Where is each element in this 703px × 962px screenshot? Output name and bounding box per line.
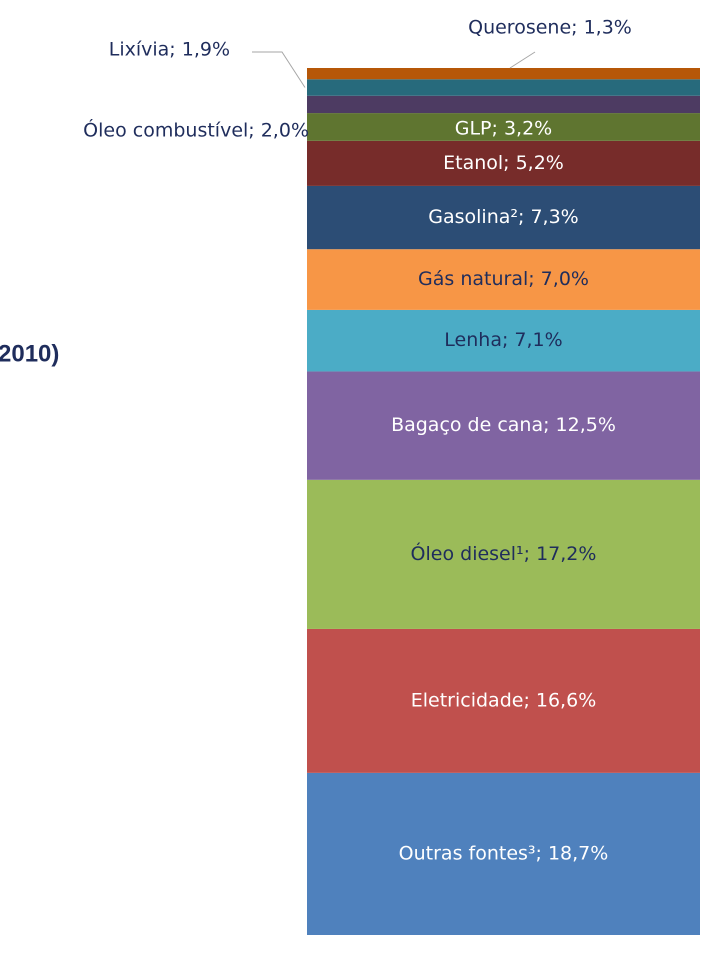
data-label: Outras fontes³; 18,7% — [399, 842, 609, 864]
data-label: Óleo diesel¹; 17,2% — [411, 541, 597, 565]
data-label: Querosene; 1,3% — [468, 17, 632, 39]
bar-segment — [307, 479, 700, 629]
bar-segment — [307, 113, 700, 141]
bar-segment — [307, 772, 700, 935]
bar-segment — [307, 249, 700, 310]
data-label: Etanol; 5,2% — [443, 152, 564, 174]
bar-segment — [307, 309, 700, 372]
leader-line — [509, 51, 536, 69]
data-label: Gás natural; 7,0% — [418, 268, 589, 290]
data-label: Óleo combustível; 2,0% — [83, 118, 309, 142]
data-label: Gasolina²; 7,3% — [428, 206, 578, 228]
bar-segment — [307, 95, 700, 114]
data-label: Lixívia; 1,9% — [109, 39, 230, 61]
bar-segment — [307, 371, 700, 480]
data-label: Lenha; 7,1% — [444, 329, 562, 351]
bar-segment — [307, 68, 700, 80]
data-label: Eletricidade; 16,6% — [411, 689, 597, 711]
chart-title: 2010) — [0, 340, 59, 367]
bar-segment — [307, 79, 700, 96]
bar-segment — [307, 140, 700, 186]
leader-line — [252, 51, 306, 88]
data-label: GLP; 3,2% — [455, 117, 552, 139]
data-label: Bagaço de cana; 12,5% — [391, 414, 616, 436]
bar-segment — [307, 185, 700, 250]
bar-segment — [307, 628, 700, 773]
